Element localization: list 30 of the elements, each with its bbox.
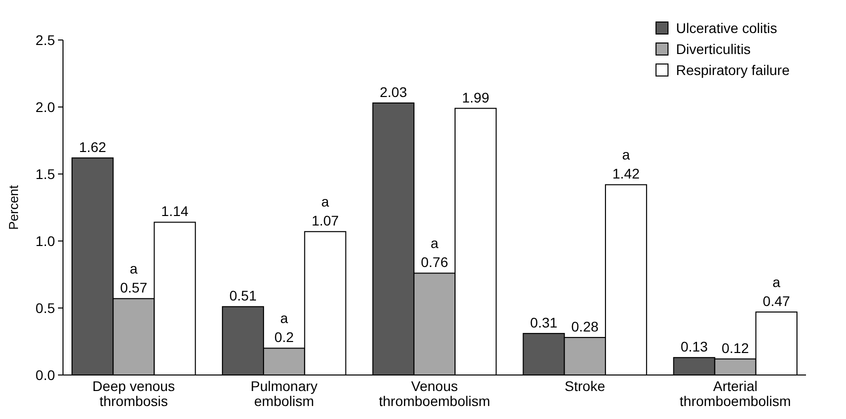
data-label: a 1.42	[612, 146, 640, 182]
y-axis-title: Percent	[6, 184, 21, 230]
data-label: a 0.76	[420, 235, 448, 270]
y-tick-label: 2.5	[36, 32, 56, 48]
data-label: 0.12	[722, 340, 750, 356]
data-label: a 0.57	[120, 260, 148, 296]
y-tick-label: 0.0	[36, 366, 56, 383]
y-tick-label: 2.0	[36, 98, 56, 115]
data-label: a 1.07	[312, 194, 340, 229]
data-label: 0.31	[530, 314, 558, 330]
y-tick-label: 0.5	[36, 300, 56, 316]
x-tick-label: Pulmonary embolism	[250, 378, 318, 409]
data-label: 1.99	[462, 89, 490, 106]
data-label: 1.62	[78, 138, 106, 155]
x-tick-label: Stroke	[564, 378, 606, 394]
x-tick-label: Venous thromboembolism	[378, 378, 490, 409]
legend-label: Ulcerative colitis	[676, 20, 778, 36]
legend-label: Respiratory failure	[676, 62, 790, 78]
data-label: 0.13	[680, 338, 708, 355]
data-label: a 0.2	[274, 310, 294, 346]
x-tick-label: Arterial thromboembolism	[680, 378, 791, 409]
data-label: 0.51	[229, 288, 257, 304]
data-label: a 0.47	[762, 274, 790, 310]
data-label: 0.28	[571, 318, 599, 334]
legend-label: Diverticulitis	[676, 40, 751, 57]
x-tick-label: Deep venous thrombosis	[92, 378, 175, 409]
data-label: 2.03	[380, 84, 408, 100]
y-tick-label: 1.0	[36, 232, 56, 249]
data-label: 1.14	[161, 203, 189, 220]
y-tick-label: 1.5	[36, 166, 56, 182]
